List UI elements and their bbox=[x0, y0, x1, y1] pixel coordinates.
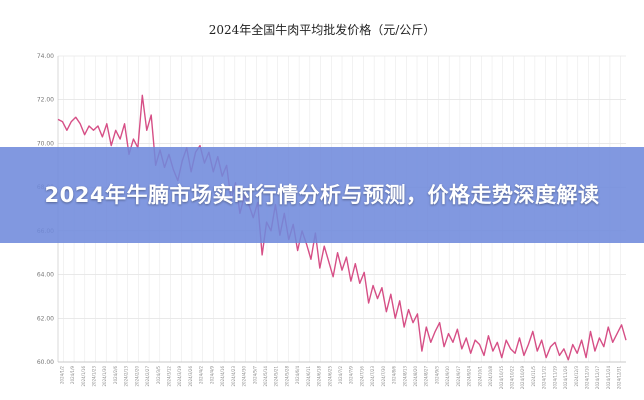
y-tick-label: 60.00 bbox=[37, 359, 54, 366]
x-tick-label: 2024/7/2 bbox=[338, 366, 343, 384]
headline-text: 2024年牛腩市场实时行情分析与预测，价格走势深度解读 bbox=[44, 182, 600, 207]
x-tick-label: 2024/9/3 bbox=[434, 366, 439, 384]
y-tick-label: 70.00 bbox=[37, 140, 54, 147]
x-tick-label: 2024/10/22 bbox=[509, 366, 514, 390]
x-tick-label: 2024/8/20 bbox=[413, 366, 418, 387]
x-tick-label: 2024/7/23 bbox=[370, 366, 375, 387]
x-tick-label: 2024/4/9 bbox=[209, 366, 214, 384]
x-tick-label: 2024/4/23 bbox=[231, 366, 236, 387]
x-tick-label: 2024/8/27 bbox=[424, 366, 429, 387]
x-tick-label: 2024/5/28 bbox=[284, 366, 289, 387]
x-tick-label: 2024/4/2 bbox=[199, 366, 204, 384]
chart-title: 2024年全国牛肉平均批发价格（元/公斤） bbox=[208, 23, 436, 37]
x-tick-label: 2024/8/6 bbox=[392, 366, 397, 384]
y-tick-label: 74.00 bbox=[37, 53, 54, 60]
x-tick-label: 2024/4/30 bbox=[242, 366, 247, 387]
x-tick-label: 2024/1/30 bbox=[102, 366, 107, 387]
x-tick-label: 2024/3/19 bbox=[177, 366, 182, 387]
x-tick-label: 2024/12/17 bbox=[595, 366, 600, 390]
x-tick-label: 2024/1/23 bbox=[92, 366, 97, 387]
x-tick-label: 2024/12/3 bbox=[574, 366, 579, 387]
x-tick-label: 2024/11/26 bbox=[563, 366, 568, 390]
x-tick-label: 2024/4/16 bbox=[220, 366, 225, 387]
x-tick-label: 2024/9/17 bbox=[456, 366, 461, 387]
x-tick-label: 2024/6/4 bbox=[295, 366, 300, 384]
x-tick-label: 2024/7/30 bbox=[381, 366, 386, 387]
x-tick-label: 2024/11/5 bbox=[531, 366, 536, 387]
x-tick-label: 2024/9/24 bbox=[467, 366, 472, 387]
x-tick-label: 2024/10/1 bbox=[477, 366, 482, 387]
x-tick-label: 2024/5/21 bbox=[274, 366, 279, 387]
x-tick-label: 2024/7/9 bbox=[349, 366, 354, 384]
x-tick-label: 2024/10/15 bbox=[499, 366, 504, 390]
x-tick-label: 2024/1/16 bbox=[81, 366, 86, 387]
x-tick-label: 2024/12/24 bbox=[606, 366, 611, 390]
x-tick-label: 2024/12/10 bbox=[584, 366, 589, 390]
x-tick-label: 2024/12/31 bbox=[617, 366, 622, 390]
x-tick-label: 2024/3/12 bbox=[167, 366, 172, 387]
y-tick-label: 62.00 bbox=[37, 315, 54, 322]
x-tick-label: 2024/3/5 bbox=[156, 366, 161, 384]
x-tick-label: 2024/1/9 bbox=[70, 366, 75, 384]
x-tick-label: 2024/11/19 bbox=[552, 366, 557, 390]
x-tick-label: 2024/10/8 bbox=[488, 366, 493, 387]
x-tick-label: 2024/6/25 bbox=[327, 366, 332, 387]
x-tick-label: 2024/8/13 bbox=[402, 366, 407, 387]
x-tick-label: 2024/5/7 bbox=[252, 366, 257, 384]
x-tick-label: 2024/5/14 bbox=[263, 366, 268, 387]
x-tick-label: 2024/10/29 bbox=[520, 366, 525, 390]
x-tick-label: 2024/6/18 bbox=[317, 366, 322, 387]
x-tick-label: 2024/2/6 bbox=[113, 366, 118, 384]
x-tick-label: 2024/9/10 bbox=[445, 366, 450, 387]
x-tick-label: 2024/3/26 bbox=[188, 366, 193, 387]
x-tick-label: 2024/1/2 bbox=[59, 366, 64, 384]
y-tick-label: 64.00 bbox=[37, 272, 54, 279]
x-tick-label: 2024/11/12 bbox=[542, 366, 547, 390]
x-tick-label: 2024/7/16 bbox=[359, 366, 364, 387]
price-series-line bbox=[57, 94, 627, 361]
y-tick-label: 72.00 bbox=[37, 97, 54, 104]
x-tick-label: 2024/2/27 bbox=[145, 366, 150, 387]
x-tick-label: 2024/6/11 bbox=[306, 366, 311, 387]
headline-banner: 2024年牛腩市场实时行情分析与预测，价格走势深度解读 bbox=[0, 147, 644, 243]
x-tick-label: 2024/2/20 bbox=[134, 366, 139, 387]
x-tick-label: 2024/2/13 bbox=[124, 366, 129, 387]
